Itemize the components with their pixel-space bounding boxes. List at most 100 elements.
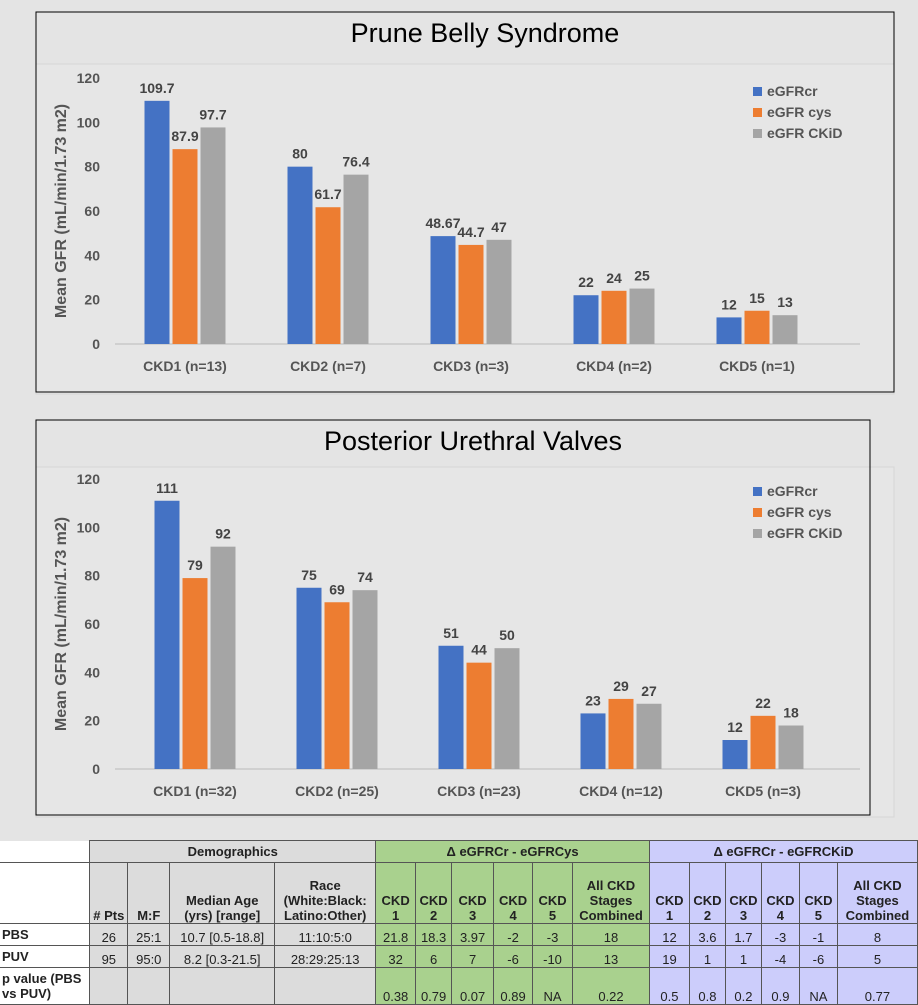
bar-egfr-ckid [352,590,378,769]
y-tick-label: 100 [77,114,101,130]
cell: 0.38 [375,967,417,1005]
table-row: PUV 95 95:0 8.2 [0.3-21.5] 28:29:25:13 32 6 7 -6… [0,945,918,968]
x-tick-label: CKD5 (n=3) [725,783,801,799]
y-tick-label: 60 [84,203,100,219]
cell: 26 [89,923,129,946]
x-tick-label: CKD4 (n=12) [579,783,663,799]
cell: -6 [798,945,838,968]
bar-egfr-ckid [778,725,804,769]
x-tick-label: CKD5 (n=1) [719,358,795,374]
bar-egfr-cys [601,290,627,344]
cell [274,967,377,1005]
y-tick-label: 20 [84,292,100,308]
cell: 0.79 [415,967,453,1005]
data-label: 111 [156,480,178,496]
column-header: CKD 1 [648,862,690,924]
cell: 0.77 [836,967,918,1005]
legend-label: eGFR CKiD [767,525,842,541]
data-label: 12 [721,296,737,312]
data-label: 23 [585,692,601,708]
cell [169,967,276,1005]
x-tick-label: CKD2 (n=25) [295,783,379,799]
chart-title: Prune Belly Syndrome [351,18,620,48]
y-axis-label: Mean GFR (mL/min/1.73 m2) [53,104,70,318]
cell: 10.7 [0.5-18.8] [169,923,276,946]
group-delta-cys: Δ eGFRCr - eGFRCys [375,840,650,863]
y-tick-label: 60 [84,616,100,632]
cell: 3.6 [688,923,726,946]
data-label: 12 [727,719,743,735]
legend-swatch [753,487,762,496]
bar-egfr-cys [458,244,484,344]
column-header: CKD 5 [798,862,838,924]
y-tick-label: 0 [92,761,100,777]
column-header: All CKD Stages Combined [836,862,918,924]
group-demographics: Demographics [89,840,377,863]
column-header: # Pts [89,862,129,924]
data-label: 61.7 [314,186,341,202]
data-label: 97.7 [199,106,226,122]
cell: 7 [451,945,495,968]
bar-egfrcr [573,295,599,344]
data-label: 24 [606,270,622,286]
cell: -10 [532,945,574,968]
data-label: 74 [357,569,373,585]
y-tick-label: 40 [84,664,100,680]
chart-posterior-urethral-valves: Posterior Urethral Valves 0 20 40 60 80 100 120… [0,410,918,830]
cell: -4 [760,945,800,968]
data-label: 47 [491,219,507,235]
table-row: p value (PBS vs PUV) 0.38 0.79 0.07 0.89 NA 0.… [0,967,918,1005]
bar-egfrcr [722,740,748,769]
legend-label: eGFR CKiD [767,125,842,141]
data-label: 75 [301,567,317,583]
legend-swatch [753,508,762,517]
bar-egfr-cys [750,715,776,769]
y-axis-label: Mean GFR (mL/min/1.73 m2) [53,517,70,731]
cell: 3.97 [451,923,495,946]
bar-egfr-cys [182,578,208,769]
cell: 8.2 [0.3-21.5] [169,945,276,968]
cell: 1.7 [724,923,762,946]
cell: 0.8 [688,967,726,1005]
column-header: Race (White:Black: Latino:Other) [274,862,377,924]
bar-egfr-cys [744,310,770,344]
cell: 0.89 [493,967,534,1005]
cell: 5 [836,945,918,968]
data-label: 18 [783,705,799,721]
data-label: 29 [613,678,629,694]
cell: 18 [572,923,650,946]
cell: 0.5 [648,967,690,1005]
cell: 0.9 [760,967,800,1005]
x-tick-label: CKD4 (n=2) [576,358,652,374]
legend-swatch [753,108,762,117]
bar-egfrcr [154,500,180,769]
bar-egfr-ckid [343,174,369,344]
bar-egfrcr [716,317,742,344]
cell: 0.22 [572,967,650,1005]
y-tick-label: 120 [77,70,101,86]
chart-title: Posterior Urethral Valves [324,426,622,456]
chart-prune-belly: Prune Belly Syndrome 0 20 40 60 80 100 120 Mean … [0,0,918,400]
y-tick-label: 120 [77,471,101,487]
x-tick-label: CKD2 (n=7) [290,358,366,374]
bar-egfr-ckid [772,315,798,344]
cell: 19 [648,945,690,968]
data-label: 80 [292,146,308,162]
bar-egfrcr [287,166,313,344]
column-header: CKD 5 [532,862,574,924]
row-label: p value (PBS vs PUV) [0,967,91,1005]
bar-egfrcr [438,645,464,769]
cell [127,967,171,1005]
data-label: 50 [499,627,515,643]
x-tick-label: CKD3 (n=3) [433,358,509,374]
column-header: CKD 3 [451,862,495,924]
row-label: PUV [0,945,91,968]
data-label: 79 [187,557,203,573]
bar-egfr-cys [324,602,350,769]
bar-egfr-ckid [629,288,655,344]
column-header: CKD 3 [724,862,762,924]
bar-egfr-cys [315,207,341,344]
column-header: CKD 2 [688,862,726,924]
bar-egfr-ckid [636,703,662,769]
data-label: 44.7 [457,224,484,240]
